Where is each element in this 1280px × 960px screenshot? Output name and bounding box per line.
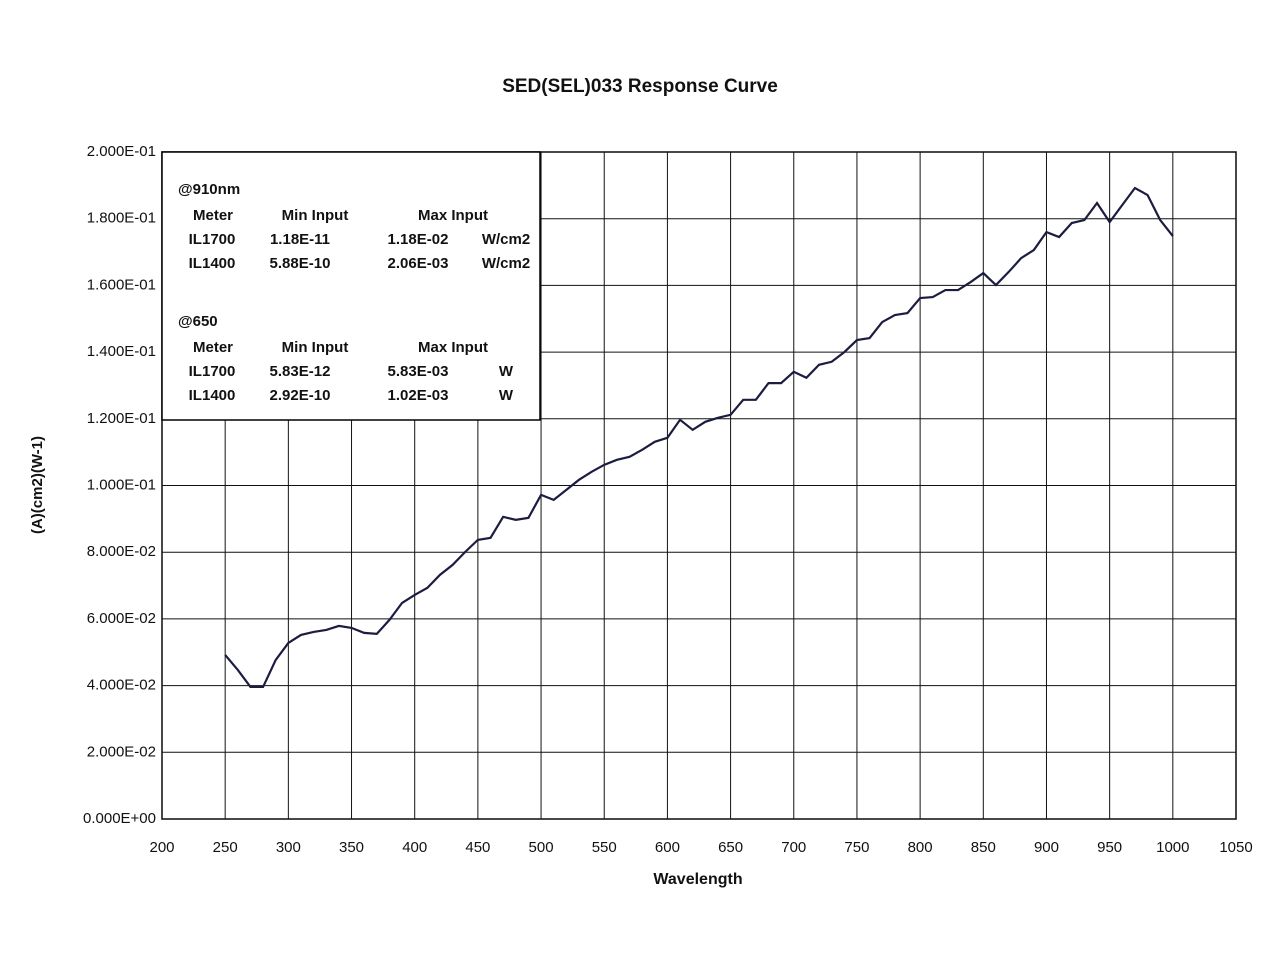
y-tick-label: 2.000E-01 bbox=[87, 143, 156, 160]
annotation-column: Min Input bbox=[282, 207, 349, 224]
annotation-cell: IL1700 bbox=[189, 363, 236, 380]
annotation-cell: 1.02E-03 bbox=[388, 387, 449, 404]
x-tick-label: 800 bbox=[908, 839, 933, 856]
x-tick-label: 400 bbox=[402, 839, 427, 856]
annotation-cell: 5.83E-03 bbox=[388, 363, 449, 380]
y-tick-label: 6.000E-02 bbox=[87, 610, 156, 627]
annotation-cell: IL1400 bbox=[189, 387, 236, 404]
annotation-box bbox=[161, 151, 541, 421]
y-tick-label: 1.400E-01 bbox=[87, 343, 156, 360]
x-tick-label: 950 bbox=[1097, 839, 1122, 856]
y-tick-label: 1.800E-01 bbox=[87, 210, 156, 227]
data-line bbox=[224, 186, 1174, 689]
annotation-cell: 5.88E-10 bbox=[270, 255, 331, 272]
x-tick-label: 600 bbox=[655, 839, 680, 856]
annotation-column: Max Input bbox=[418, 207, 488, 224]
annotation-cell: 2.06E-03 bbox=[388, 255, 449, 272]
x-tick-label: 300 bbox=[276, 839, 301, 856]
annotation-cell: IL1400 bbox=[189, 255, 236, 272]
y-tick-label: 0.000E+00 bbox=[83, 810, 156, 827]
annotation-column: Max Input bbox=[418, 339, 488, 356]
y-tick-label: 1.200E-01 bbox=[87, 410, 156, 427]
x-tick-label: 250 bbox=[213, 839, 238, 856]
annotation-cell: 5.83E-12 bbox=[270, 363, 331, 380]
annotation-cell: 1.18E-11 bbox=[270, 231, 330, 248]
x-tick-label: 450 bbox=[465, 839, 490, 856]
x-tick-label: 1050 bbox=[1219, 839, 1252, 856]
x-tick-label: 900 bbox=[1034, 839, 1059, 856]
annotation-cell: W bbox=[499, 387, 514, 404]
chart-title: SED(SEL)033 Response Curve bbox=[502, 76, 778, 97]
annotation-cell: W bbox=[499, 363, 514, 380]
annotation-cell: W/cm2 bbox=[482, 255, 530, 272]
x-tick-label: 200 bbox=[149, 839, 174, 856]
x-tick-label: 1000 bbox=[1156, 839, 1189, 856]
y-axis-label: (A)(cm2)(W-1) bbox=[29, 436, 46, 534]
x-tick-label: 750 bbox=[844, 839, 869, 856]
x-tick-label: 700 bbox=[781, 839, 806, 856]
annotation-header: @650 bbox=[178, 313, 218, 330]
annotation-column: Meter bbox=[193, 207, 233, 224]
x-tick-label: 850 bbox=[971, 839, 996, 856]
annotation-cell: IL1700 bbox=[189, 231, 236, 248]
annotation-cell: 2.92E-10 bbox=[270, 387, 331, 404]
y-tick-label: 1.600E-01 bbox=[87, 276, 156, 293]
x-tick-label: 350 bbox=[339, 839, 364, 856]
annotation-cell: 1.18E-02 bbox=[388, 231, 449, 248]
annotation-column: Meter bbox=[193, 339, 233, 356]
x-tick-label: 500 bbox=[529, 839, 554, 856]
y-tick-label: 2.000E-02 bbox=[87, 743, 156, 760]
x-tick-label: 650 bbox=[718, 839, 743, 856]
y-tick-label: 1.000E-01 bbox=[87, 476, 156, 493]
annotation-cell: W/cm2 bbox=[482, 231, 530, 248]
annotation-column: Min Input bbox=[282, 339, 349, 356]
x-tick-label: 550 bbox=[592, 839, 617, 856]
y-tick-label: 4.000E-02 bbox=[87, 677, 156, 694]
x-axis-label: Wavelength bbox=[653, 871, 742, 888]
y-tick-label: 8.000E-02 bbox=[87, 543, 156, 560]
annotation-header: @910nm bbox=[178, 181, 240, 198]
